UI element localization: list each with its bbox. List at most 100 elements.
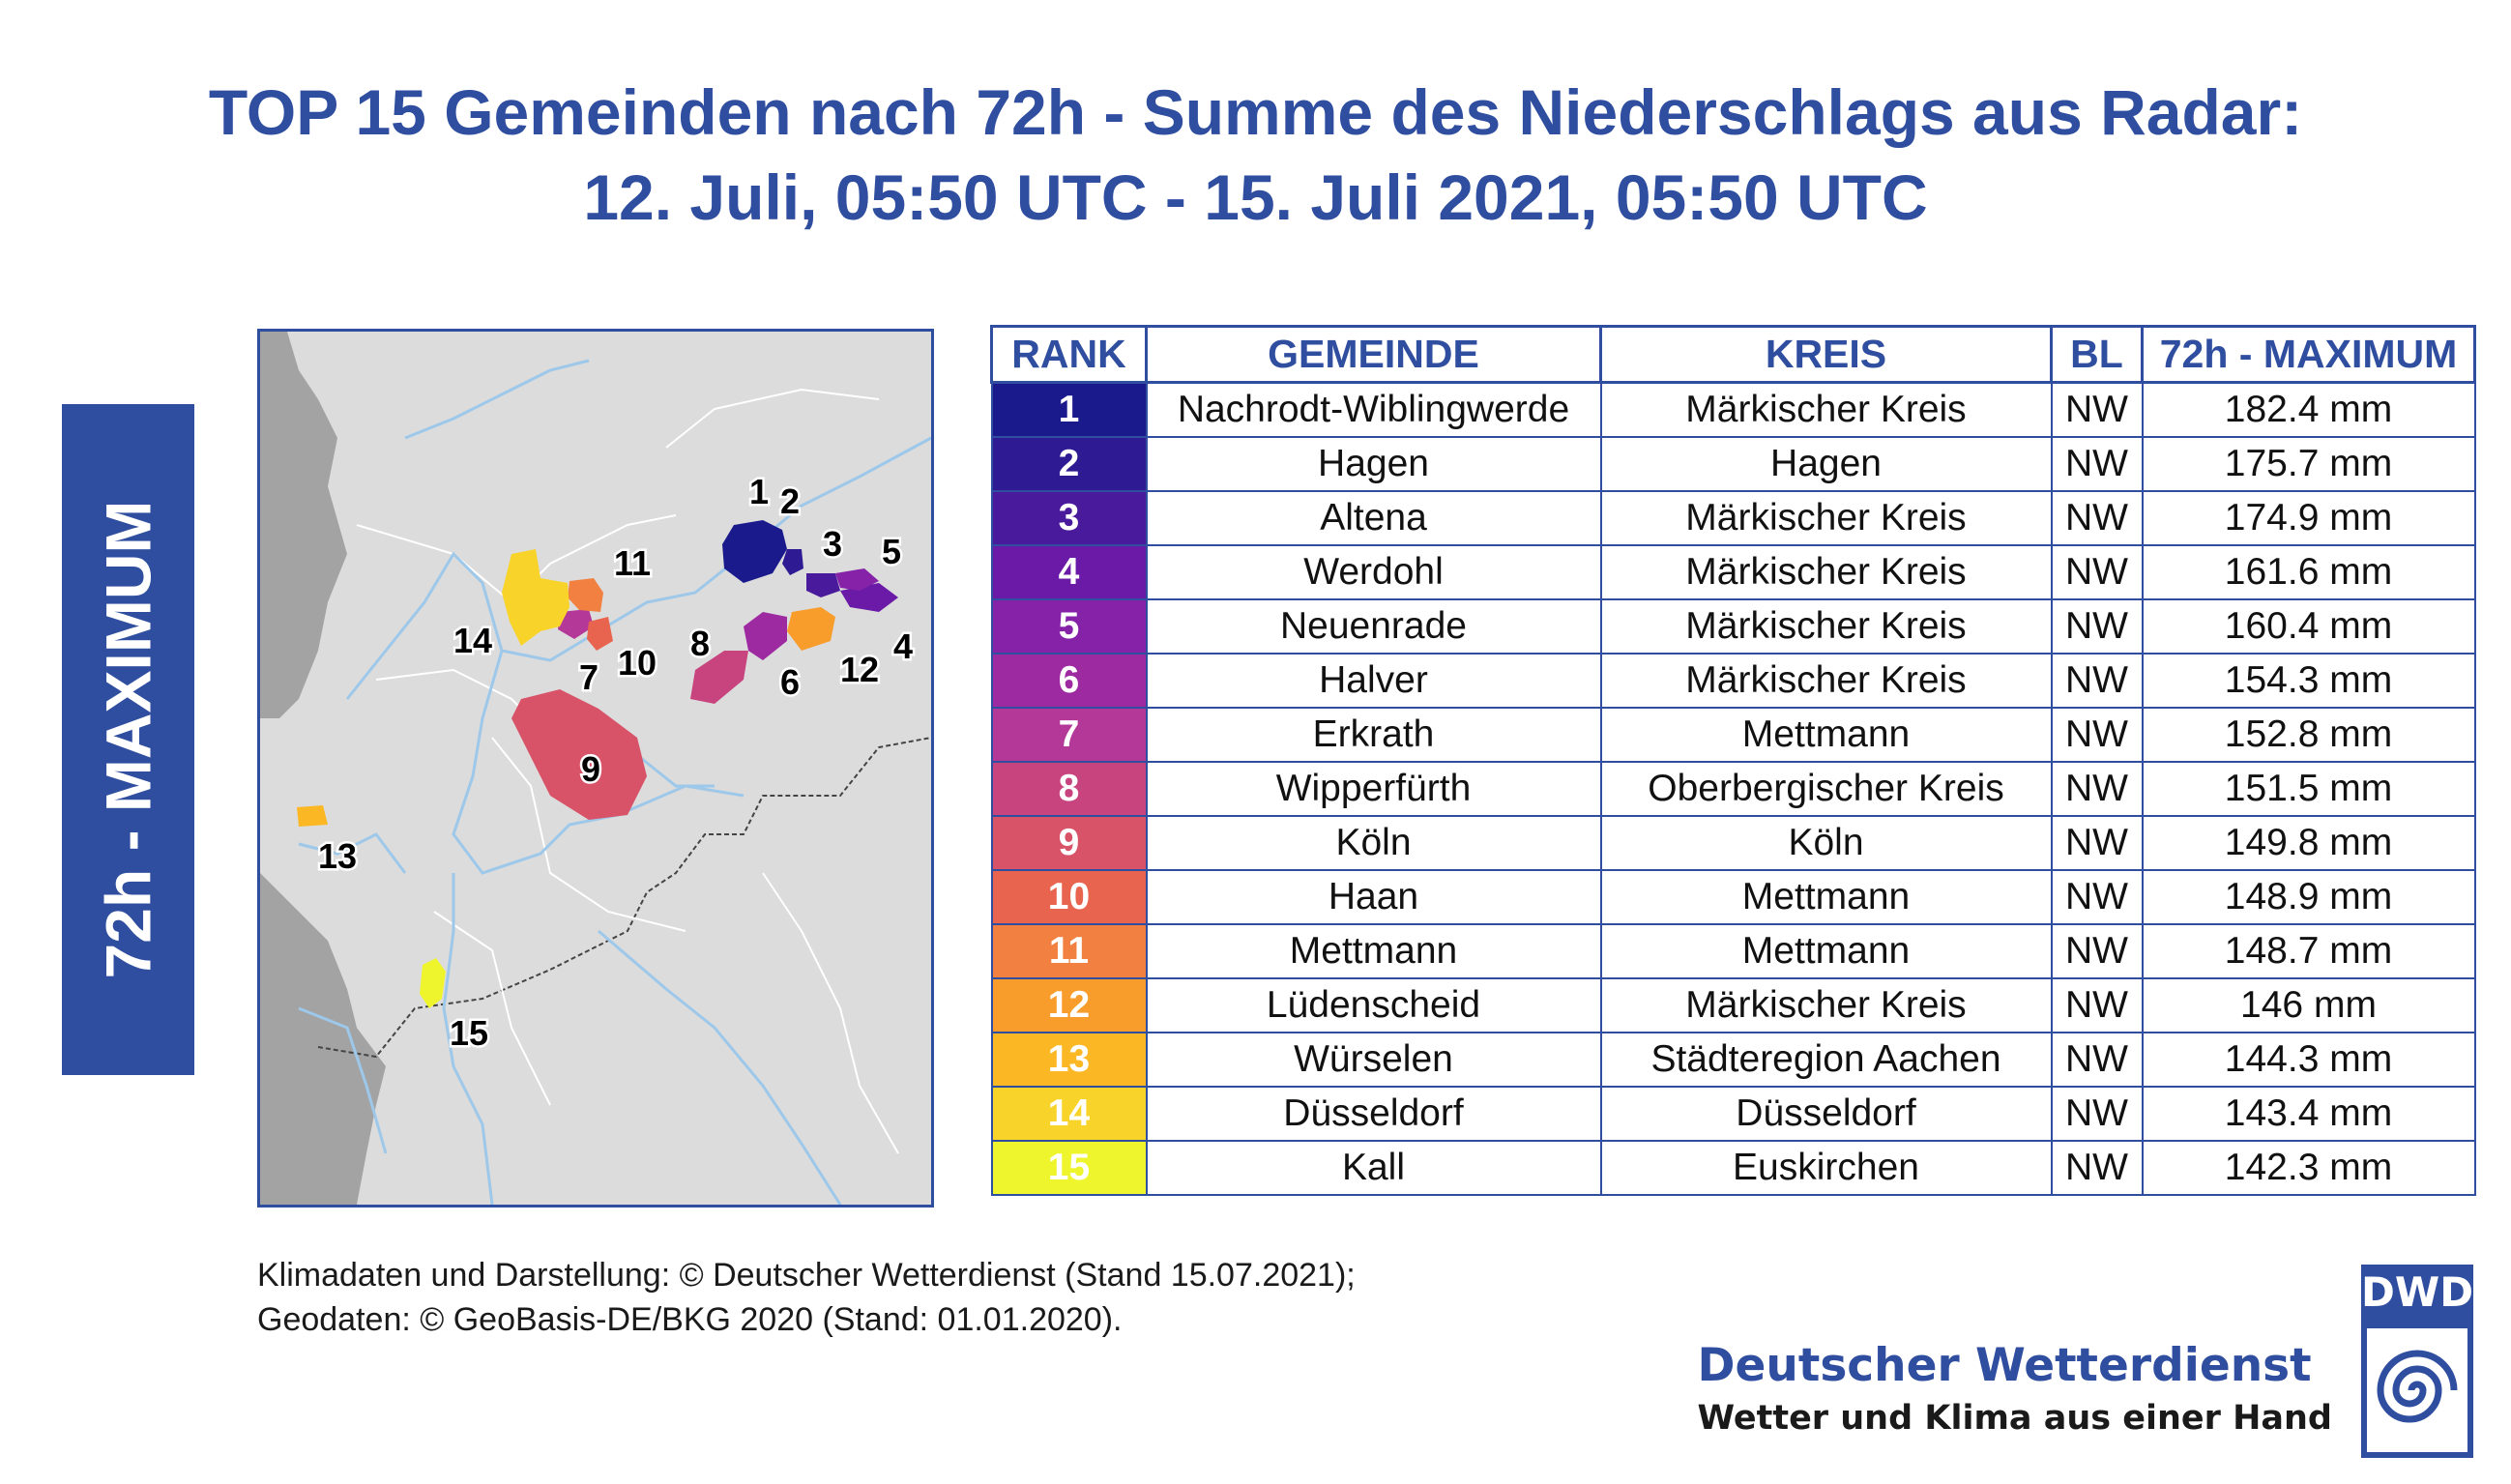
bl-cell: NW: [2050, 436, 2144, 492]
gemeinde-cell: Lüdenscheid: [1145, 977, 1602, 1033]
rank-cell: 11: [990, 923, 1148, 979]
map-label-6: 6: [780, 662, 800, 702]
kreis-cell: Köln: [1599, 815, 2053, 871]
map-label-8: 8: [690, 624, 710, 663]
region-15: [420, 958, 446, 1008]
map-label-5: 5: [882, 532, 901, 571]
side-label-box: 72h - MAXIMUM: [62, 404, 194, 1075]
kreis-cell: Oberbergischer Kreis: [1599, 761, 2053, 817]
map-label-9: 9: [581, 749, 600, 789]
table-row: 2 Hagen Hagen NW 175.7 mm: [990, 436, 2476, 492]
brand-slogan: Wetter und Klima aus einer Hand: [1697, 1399, 2332, 1438]
side-label: 72h - MAXIMUM: [92, 500, 164, 979]
relief-west-north: [260, 332, 347, 718]
max-cell: 149.8 mm: [2141, 815, 2476, 871]
region-13: [297, 805, 328, 827]
kreis-cell: Märkischer Kreis: [1599, 381, 2053, 438]
dwd-logo-text: DWD: [2361, 1268, 2474, 1316]
header-rank: RANK: [990, 325, 1148, 384]
credits: Klimadaten und Darstellung: © Deutscher …: [257, 1253, 1356, 1342]
gemeinde-cell: Neuenrade: [1145, 598, 1602, 655]
table-row: 15 Kall Euskirchen NW 142.3 mm: [990, 1140, 2476, 1196]
ranking-table: RANK GEMEINDE KREIS BL 72h - MAXIMUM 1 Na…: [990, 325, 2476, 1196]
kreis-cell: Städteregion Aachen: [1599, 1032, 2053, 1088]
kreis-cell: Märkischer Kreis: [1599, 490, 2053, 546]
region-14: [502, 549, 569, 646]
table-row: 9 Köln Köln NW 149.8 mm: [990, 815, 2476, 871]
region-6: [744, 612, 787, 660]
credits-line-1: Klimadaten und Darstellung: © Deutscher …: [257, 1257, 1356, 1294]
map-label-10: 10: [618, 643, 657, 683]
credits-line-2: Geodaten: © GeoBasis-DE/BKG 2020 (Stand:…: [257, 1301, 1123, 1338]
header-max: 72h - MAXIMUM: [2141, 325, 2476, 384]
table-row: 3 Altena Märkischer Kreis NW 174.9 mm: [990, 490, 2476, 546]
dwd-swirl-icon: [2367, 1328, 2467, 1452]
table-row: 13 Würselen Städteregion Aachen NW 144.3 mm: [990, 1032, 2476, 1088]
table-row: 4 Werdohl Märkischer Kreis NW 161.6 mm: [990, 544, 2476, 600]
bl-cell: NW: [2050, 490, 2144, 546]
page-title: TOP 15 Gemeinden nach 72h - Summe des Ni…: [0, 70, 2511, 240]
brand-name: Deutscher Wetterdienst: [1697, 1339, 2312, 1392]
table-row: 11 Mettmann Mettmann NW 148.7 mm: [990, 923, 2476, 979]
map-canvas: 1 2 3 4 5 6 7 8 9 10 11 12 13 14 15: [260, 332, 931, 1205]
rank-cell: 6: [990, 653, 1148, 709]
max-cell: 143.4 mm: [2141, 1086, 2476, 1142]
rank-cell: 3: [990, 490, 1148, 546]
region-2: [782, 549, 803, 575]
region-1: [722, 520, 787, 583]
region-10: [587, 617, 613, 651]
table-row: 12 Lüdenscheid Märkischer Kreis NW 146 mm: [990, 977, 2476, 1033]
table-row: 5 Neuenrade Märkischer Kreis NW 160.4 mm: [990, 598, 2476, 655]
max-cell: 175.7 mm: [2141, 436, 2476, 492]
region-3: [806, 573, 840, 597]
rank-cell: 15: [990, 1140, 1148, 1196]
gemeinde-cell: Hagen: [1145, 436, 1602, 492]
table-header-row: RANK GEMEINDE KREIS BL 72h - MAXIMUM: [990, 325, 2476, 384]
max-cell: 161.6 mm: [2141, 544, 2476, 600]
max-cell: 148.9 mm: [2141, 869, 2476, 925]
gemeinde-cell: Werdohl: [1145, 544, 1602, 600]
gemeinde-cell: Mettmann: [1145, 923, 1602, 979]
map-label-7: 7: [579, 657, 599, 697]
ranking-table-wrap: RANK GEMEINDE KREIS BL 72h - MAXIMUM 1 Na…: [990, 325, 2476, 1196]
bl-cell: NW: [2050, 1140, 2144, 1196]
bl-cell: NW: [2050, 381, 2144, 438]
gemeinde-cell: Nachrodt-Wiblingwerde: [1145, 381, 1602, 438]
rank-cell: 8: [990, 761, 1148, 817]
rank-cell: 4: [990, 544, 1148, 600]
title-line-1: TOP 15 Gemeinden nach 72h - Summe des Ni…: [208, 76, 2303, 148]
kreis-cell: Düsseldorf: [1599, 1086, 2053, 1142]
gemeinde-cell: Haan: [1145, 869, 1602, 925]
map-label-13: 13: [318, 836, 357, 876]
table-row: 8 Wipperfürth Oberbergischer Kreis NW 151.5 …: [990, 761, 2476, 817]
max-cell: 148.7 mm: [2141, 923, 2476, 979]
max-cell: 152.8 mm: [2141, 707, 2476, 763]
max-cell: 174.9 mm: [2141, 490, 2476, 546]
rank-cell: 1: [990, 381, 1148, 438]
bl-cell: NW: [2050, 815, 2144, 871]
table-row: 6 Halver Märkischer Kreis NW 154.3 mm: [990, 653, 2476, 709]
region-8: [690, 651, 748, 704]
rank-cell: 14: [990, 1086, 1148, 1142]
map-label-11: 11: [614, 543, 651, 583]
table-row: 1 Nachrodt-Wiblingwerde Märkischer Kreis NW…: [990, 381, 2476, 438]
region-4: [840, 583, 898, 612]
max-cell: 160.4 mm: [2141, 598, 2476, 655]
gemeinde-cell: Köln: [1145, 815, 1602, 871]
rank-cell: 13: [990, 1032, 1148, 1088]
map-label-3: 3: [823, 524, 842, 564]
map-label-1: 1: [749, 472, 769, 511]
header-kreis: KREIS: [1599, 325, 2053, 384]
max-cell: 142.3 mm: [2141, 1140, 2476, 1196]
max-cell: 182.4 mm: [2141, 381, 2476, 438]
gemeinde-cell: Erkrath: [1145, 707, 1602, 763]
table-row: 14 Düsseldorf Düsseldorf NW 143.4 mm: [990, 1086, 2476, 1142]
kreis-cell: Märkischer Kreis: [1599, 653, 2053, 709]
rank-cell: 2: [990, 436, 1148, 492]
bl-cell: NW: [2050, 653, 2144, 709]
kreis-cell: Mettmann: [1599, 923, 2053, 979]
map-label-2: 2: [780, 481, 800, 521]
region-12: [787, 607, 835, 651]
map: 1 2 3 4 5 6 7 8 9 10 11 12 13 14 15: [257, 329, 934, 1208]
max-cell: 154.3 mm: [2141, 653, 2476, 709]
